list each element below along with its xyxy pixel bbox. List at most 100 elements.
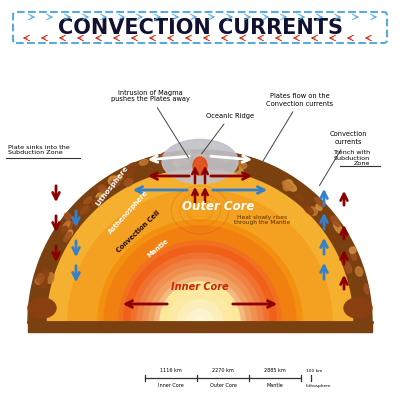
Ellipse shape — [181, 150, 192, 156]
Polygon shape — [28, 150, 372, 322]
Ellipse shape — [309, 207, 317, 215]
Ellipse shape — [66, 230, 72, 238]
Ellipse shape — [193, 157, 207, 175]
Ellipse shape — [108, 176, 118, 184]
Ellipse shape — [215, 158, 222, 164]
Polygon shape — [131, 253, 269, 322]
Ellipse shape — [356, 267, 363, 276]
Ellipse shape — [99, 185, 106, 192]
Text: Lithosphere: Lithosphere — [94, 165, 130, 207]
Ellipse shape — [334, 222, 342, 234]
Ellipse shape — [61, 226, 68, 234]
Ellipse shape — [140, 160, 148, 165]
Ellipse shape — [128, 163, 138, 169]
Text: Outer Core: Outer Core — [182, 200, 254, 212]
Ellipse shape — [113, 175, 123, 182]
Polygon shape — [104, 226, 296, 322]
Polygon shape — [169, 291, 231, 322]
Ellipse shape — [124, 178, 133, 186]
Ellipse shape — [41, 268, 49, 280]
Text: Mantle: Mantle — [146, 238, 170, 258]
Ellipse shape — [194, 154, 206, 159]
Text: 2885 km: 2885 km — [264, 368, 286, 373]
Text: 2270 km: 2270 km — [212, 368, 234, 373]
Polygon shape — [68, 190, 332, 322]
Text: 1116 km: 1116 km — [160, 368, 182, 373]
Polygon shape — [155, 277, 245, 322]
Polygon shape — [143, 265, 257, 322]
Polygon shape — [46, 168, 354, 322]
Polygon shape — [124, 246, 276, 322]
Text: 100 km: 100 km — [306, 369, 322, 373]
Ellipse shape — [111, 179, 120, 186]
Polygon shape — [149, 271, 251, 322]
Text: Lithosphere: Lithosphere — [306, 384, 332, 388]
Text: Trench with
Subduction
Zone: Trench with Subduction Zone — [333, 150, 370, 166]
Ellipse shape — [46, 273, 54, 283]
Ellipse shape — [161, 152, 170, 159]
Ellipse shape — [315, 198, 324, 207]
Polygon shape — [137, 259, 263, 322]
Text: Inner Core: Inner Core — [171, 282, 229, 292]
Ellipse shape — [359, 301, 363, 310]
Ellipse shape — [285, 180, 292, 188]
Ellipse shape — [349, 247, 356, 253]
Ellipse shape — [331, 216, 340, 227]
Ellipse shape — [344, 298, 372, 318]
Ellipse shape — [162, 139, 238, 183]
Ellipse shape — [62, 221, 70, 231]
Ellipse shape — [35, 278, 42, 284]
Ellipse shape — [177, 153, 191, 158]
Ellipse shape — [84, 197, 92, 204]
Ellipse shape — [296, 194, 305, 202]
Polygon shape — [98, 220, 302, 322]
Ellipse shape — [64, 232, 71, 242]
Ellipse shape — [73, 224, 78, 230]
Text: Heat slowly rises
through the Mantle: Heat slowly rises through the Mantle — [234, 214, 290, 226]
Text: Asthenosphere: Asthenosphere — [107, 189, 149, 235]
Ellipse shape — [94, 185, 102, 192]
Text: Plate sinks into the
Subduction Zone: Plate sinks into the Subduction Zone — [8, 144, 70, 155]
Ellipse shape — [64, 213, 72, 220]
Ellipse shape — [282, 181, 293, 189]
Text: Outer Core: Outer Core — [210, 383, 236, 388]
Polygon shape — [160, 282, 240, 322]
Ellipse shape — [345, 262, 352, 273]
Polygon shape — [119, 241, 281, 322]
Ellipse shape — [236, 168, 242, 174]
Polygon shape — [196, 318, 204, 322]
Ellipse shape — [37, 274, 44, 283]
Ellipse shape — [41, 277, 47, 289]
Polygon shape — [124, 246, 276, 322]
Ellipse shape — [235, 161, 247, 169]
Ellipse shape — [177, 160, 189, 165]
Ellipse shape — [78, 204, 89, 216]
Ellipse shape — [96, 189, 107, 198]
Ellipse shape — [232, 167, 243, 174]
Ellipse shape — [123, 171, 134, 177]
Ellipse shape — [173, 159, 182, 167]
Ellipse shape — [81, 206, 89, 214]
Ellipse shape — [364, 284, 369, 294]
Ellipse shape — [91, 198, 101, 207]
Text: Intrusion of Magma
pushes the Plates away: Intrusion of Magma pushes the Plates awa… — [110, 90, 190, 158]
Ellipse shape — [230, 164, 238, 171]
Ellipse shape — [304, 205, 313, 214]
Text: CONVECTION CURRENTS: CONVECTION CURRENTS — [58, 18, 342, 38]
Text: Mantle: Mantle — [267, 383, 283, 388]
Text: Convection Cell: Convection Cell — [115, 210, 161, 254]
Polygon shape — [124, 246, 276, 322]
Ellipse shape — [286, 183, 296, 191]
Polygon shape — [178, 300, 222, 322]
Text: Convection
currents: Convection currents — [320, 132, 367, 186]
Ellipse shape — [283, 185, 290, 191]
Ellipse shape — [66, 221, 74, 230]
Ellipse shape — [316, 204, 322, 210]
Text: Inner Core: Inner Core — [158, 383, 184, 388]
Text: Plates flow on the
Convection currents: Plates flow on the Convection currents — [262, 94, 334, 164]
Ellipse shape — [220, 155, 231, 162]
Ellipse shape — [350, 251, 356, 260]
Polygon shape — [46, 168, 354, 322]
Polygon shape — [187, 309, 213, 322]
Ellipse shape — [28, 298, 56, 318]
